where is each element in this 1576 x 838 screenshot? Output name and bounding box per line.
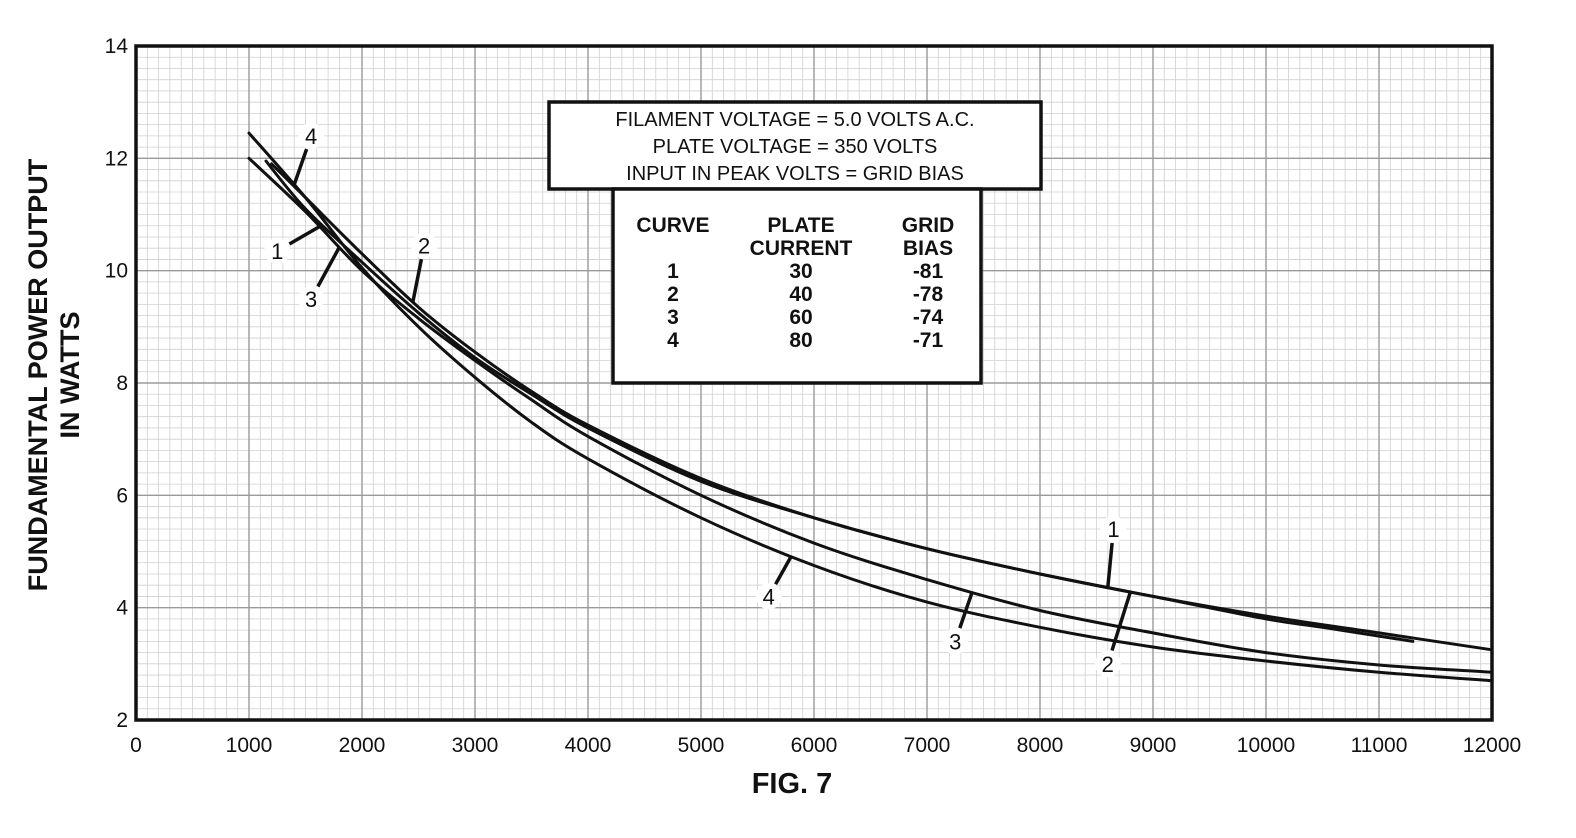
x-tick-label: 2000 xyxy=(339,734,386,757)
series-line-curve-2 xyxy=(270,162,1494,652)
conditions-box: FILAMENT VOLTAGE = 5.0 VOLTS A.C. PLATE … xyxy=(547,100,1043,191)
curve-label-background xyxy=(298,285,325,312)
curve-label-4: 4 xyxy=(763,584,775,609)
figure-caption: FIG. 7 xyxy=(752,768,833,800)
y-axis-title: FUNDAMENTAL POWER OUTPUT IN WATTS xyxy=(23,158,85,591)
y-tick-label: 6 xyxy=(116,484,128,507)
curve-label-leader xyxy=(292,148,309,186)
x-tick-label: 1000 xyxy=(226,734,273,757)
table-row-4-bias: -71 xyxy=(913,329,944,352)
table-row-4-curve: 4 xyxy=(667,329,679,352)
curve-label-background xyxy=(264,238,291,265)
y-axis-title-line-1: FUNDAMENTAL POWER OUTPUT xyxy=(23,158,53,591)
y-tick-label: 14 xyxy=(105,35,129,58)
y-tick-label: 8 xyxy=(116,372,128,395)
curve-label-leader xyxy=(288,223,324,246)
curve-label-background xyxy=(942,628,969,655)
curve-label-4: 4 xyxy=(305,124,317,149)
table-header-plate: PLATE xyxy=(767,214,834,237)
table-row-1-current: 30 xyxy=(789,260,812,283)
x-tick-label: 7000 xyxy=(904,734,951,757)
x-tick-label: 12000 xyxy=(1463,734,1521,757)
table-row-1-bias: -81 xyxy=(913,260,944,283)
curve-label-2: 2 xyxy=(1102,652,1114,677)
curve-label-3: 3 xyxy=(949,629,961,654)
y-tick-label: 10 xyxy=(105,260,128,283)
note-input-peak-volts: INPUT IN PEAK VOLTS = GRID BIAS xyxy=(626,163,964,185)
table-header-grid: GRID xyxy=(902,214,955,237)
curve-label-leader xyxy=(316,246,341,288)
curve-label-background xyxy=(411,232,438,259)
curve-label-leader xyxy=(1110,591,1133,652)
conditions-box-frame xyxy=(547,100,1043,191)
x-tick-label: 4000 xyxy=(565,734,612,757)
table-row-3-curve: 3 xyxy=(667,306,679,329)
x-axis-tick-labels: 0 1000 2000 3000 4000 5000 6000 7000 8000 9000 100… xyxy=(130,734,1521,757)
curve-label-background xyxy=(755,583,782,610)
table-row-1-curve: 1 xyxy=(667,260,679,283)
note-filament-voltage: FILAMENT VOLTAGE = 5.0 VOLTS A.C. xyxy=(615,109,974,131)
y-axis-tick-labels: 2 4 6 8 10 12 14 xyxy=(105,35,129,732)
table-header-bias: BIAS xyxy=(903,237,953,260)
curve-label-background xyxy=(1100,516,1127,543)
x-tick-label: 5000 xyxy=(678,734,725,757)
y-tick-label: 4 xyxy=(116,597,128,620)
curve-label-1: 1 xyxy=(271,239,283,264)
table-header-curve: CURVE xyxy=(636,214,709,237)
curve-label-leader xyxy=(958,591,974,629)
x-tick-label: 8000 xyxy=(1017,734,1064,757)
curve-label-background xyxy=(298,122,325,149)
x-tick-label: 10000 xyxy=(1237,734,1295,757)
curve-label-background xyxy=(1094,650,1121,677)
curve-label-1: 1 xyxy=(1107,517,1119,542)
curve-label-leader xyxy=(411,258,424,303)
table-row-4-current: 80 xyxy=(789,329,812,352)
x-tick-label: 3000 xyxy=(452,734,499,757)
series-line-curve-3 xyxy=(247,156,1494,674)
x-tick-label: 9000 xyxy=(1130,734,1177,757)
series-lines xyxy=(247,131,1494,683)
series-line-curve-1 xyxy=(264,159,1415,643)
plot-frame xyxy=(134,44,1494,722)
note-plate-voltage: PLATE VOLTAGE = 350 VOLTS xyxy=(653,136,938,158)
y-tick-label: 2 xyxy=(116,709,128,732)
table-row-2-current: 40 xyxy=(789,283,812,306)
x-tick-label: 6000 xyxy=(791,734,838,757)
series-line-curve-4 xyxy=(247,131,1494,683)
table-row-2-curve: 2 xyxy=(667,283,679,306)
x-tick-label: 11000 xyxy=(1351,734,1408,757)
curve-label-2: 2 xyxy=(418,233,430,258)
curve-label-leader xyxy=(774,555,793,586)
curve-label-leader xyxy=(1106,542,1114,588)
curve-table-frame xyxy=(611,187,983,385)
y-tick-label: 12 xyxy=(105,147,128,170)
table-row-3-current: 60 xyxy=(789,306,812,329)
curve-label-3: 3 xyxy=(305,287,317,312)
table-header-current: CURRENT xyxy=(750,237,853,260)
table-row-3-bias: -74 xyxy=(913,306,944,329)
curve-table: CURVE PLATE CURRENT GRID BIAS 1 30 -81 2… xyxy=(611,187,983,385)
y-axis-title-line-2: IN WATTS xyxy=(55,312,85,439)
x-tick-label: 0 xyxy=(130,734,142,757)
table-row-2-bias: -78 xyxy=(913,283,944,306)
